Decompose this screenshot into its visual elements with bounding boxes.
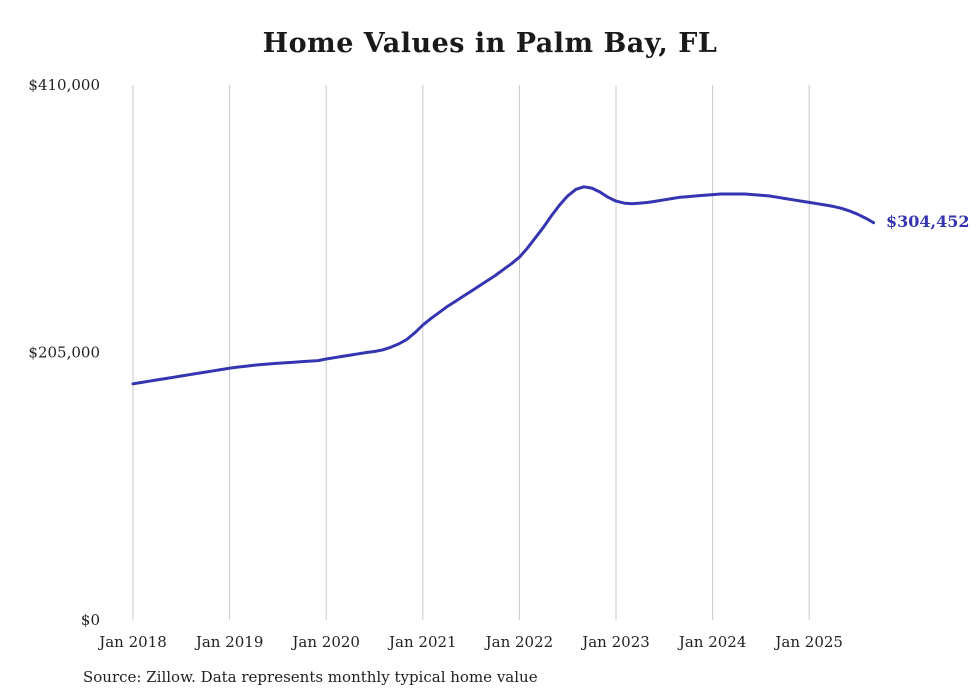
- x-axis-label: Jan 2019: [194, 633, 264, 651]
- x-axis-label: Jan 2018: [97, 633, 167, 651]
- y-axis-label: $410,000: [28, 76, 100, 94]
- x-axis-label: Jan 2020: [290, 633, 360, 651]
- chart-title: Home Values in Palm Bay, FL: [262, 28, 718, 59]
- x-axis-label: Jan 2024: [677, 633, 747, 651]
- source-note: Source: Zillow. Data represents monthly …: [83, 668, 538, 686]
- x-axis-label: Jan 2022: [484, 633, 554, 651]
- x-axis-label: Jan 2025: [773, 633, 843, 651]
- x-axis-label: Jan 2021: [387, 633, 457, 651]
- y-axis-label: $205,000: [28, 344, 100, 362]
- y-axis-label: $0: [81, 611, 100, 629]
- latest-value-label: $304,452: [886, 212, 970, 231]
- x-axis-label: Jan 2023: [580, 633, 650, 651]
- home-value-line-series: [131, 185, 876, 386]
